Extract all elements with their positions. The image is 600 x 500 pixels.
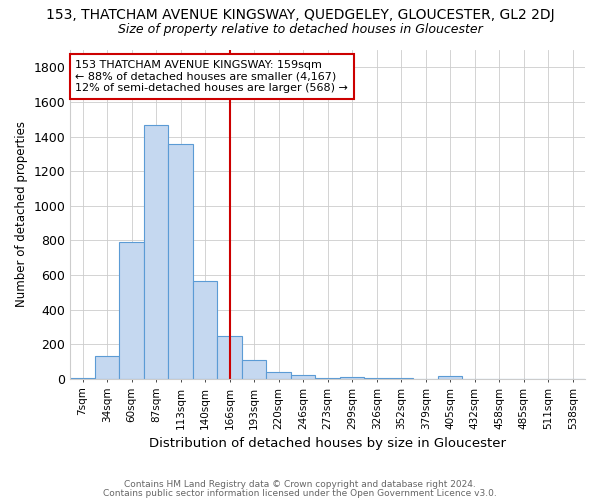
- Bar: [169, 144, 193, 379]
- Bar: [95, 356, 119, 379]
- X-axis label: Distribution of detached houses by size in Gloucester: Distribution of detached houses by size …: [149, 437, 506, 450]
- Bar: [389, 378, 413, 379]
- Bar: [266, 372, 291, 379]
- Bar: [242, 360, 266, 379]
- Bar: [70, 378, 95, 379]
- Bar: [217, 336, 242, 379]
- Bar: [291, 376, 316, 379]
- Bar: [438, 376, 463, 379]
- Bar: [119, 242, 144, 379]
- Bar: [364, 378, 389, 379]
- Text: Size of property relative to detached houses in Gloucester: Size of property relative to detached ho…: [118, 22, 482, 36]
- Text: Contains public sector information licensed under the Open Government Licence v3: Contains public sector information licen…: [103, 488, 497, 498]
- Text: 153 THATCHAM AVENUE KINGSWAY: 159sqm
← 88% of detached houses are smaller (4,167: 153 THATCHAM AVENUE KINGSWAY: 159sqm ← 8…: [76, 60, 349, 93]
- Text: Contains HM Land Registry data © Crown copyright and database right 2024.: Contains HM Land Registry data © Crown c…: [124, 480, 476, 489]
- Bar: [144, 124, 169, 379]
- Text: 153, THATCHAM AVENUE KINGSWAY, QUEDGELEY, GLOUCESTER, GL2 2DJ: 153, THATCHAM AVENUE KINGSWAY, QUEDGELEY…: [46, 8, 554, 22]
- Y-axis label: Number of detached properties: Number of detached properties: [15, 122, 28, 308]
- Bar: [316, 378, 340, 379]
- Bar: [193, 280, 217, 379]
- Bar: [340, 377, 364, 379]
